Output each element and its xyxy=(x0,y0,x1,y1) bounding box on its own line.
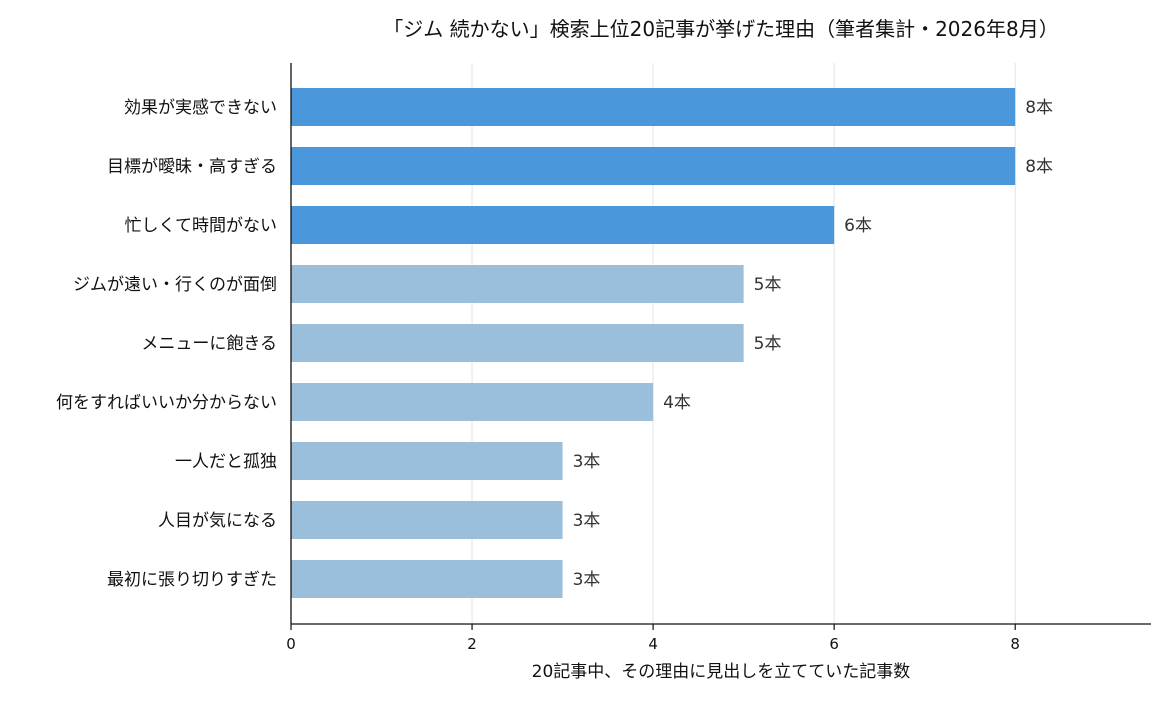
bar xyxy=(291,383,654,421)
data-labels: 8本 8本 6本 5本 5本 4本 3本 3本 3本 xyxy=(573,98,1053,590)
bars xyxy=(291,88,1016,598)
category-label: 一人だと孤独 xyxy=(175,452,277,472)
data-label: 5本 xyxy=(754,275,782,295)
data-label: 3本 xyxy=(573,511,601,531)
bar xyxy=(291,206,835,244)
category-label: 忙しくて時間がない xyxy=(125,216,278,236)
category-label: 何をすればいいか分からない xyxy=(56,393,277,413)
x-tick-label: 4 xyxy=(648,635,658,653)
data-label: 5本 xyxy=(754,334,782,354)
category-label: 効果が実感できない xyxy=(124,98,277,118)
bar xyxy=(291,442,563,480)
x-tick-label: 2 xyxy=(467,635,477,653)
bar xyxy=(291,265,744,303)
x-tick-label: 0 xyxy=(286,635,296,653)
data-label: 3本 xyxy=(573,570,601,590)
data-label: 6本 xyxy=(844,216,872,236)
data-label: 8本 xyxy=(1025,157,1053,177)
data-label: 3本 xyxy=(573,452,601,472)
category-label: 最初に張り切りすぎた xyxy=(107,570,277,590)
x-axis-title: 20記事中、その理由に見出しを立てていた記事数 xyxy=(532,662,911,682)
category-label: 人目が気になる xyxy=(158,511,277,531)
x-tick-labels: 0 2 4 6 8 xyxy=(286,624,1020,653)
x-tick-label: 8 xyxy=(1010,635,1020,653)
bar xyxy=(291,88,1016,126)
category-labels: 効果が実感できない目標が曖昧・高すぎる忙しくて時間がないジムが遠い・行くのが面倒… xyxy=(56,98,277,590)
category-label: ジムが遠い・行くのが面倒 xyxy=(73,275,277,295)
chart-title: 「ジム 続かない」検索上位20記事が挙げた理由（筆者集計・2026年8月） xyxy=(383,17,1058,41)
axes xyxy=(290,63,1151,625)
bar xyxy=(291,501,563,539)
bar xyxy=(291,324,744,362)
data-label: 8本 xyxy=(1025,98,1053,118)
x-tick-label: 6 xyxy=(829,635,839,653)
bar xyxy=(291,147,1016,185)
bar xyxy=(291,560,563,598)
category-label: 目標が曖昧・高すぎる xyxy=(107,157,277,177)
data-label: 4本 xyxy=(663,393,691,413)
category-label: メニューに飽きる xyxy=(141,334,277,354)
